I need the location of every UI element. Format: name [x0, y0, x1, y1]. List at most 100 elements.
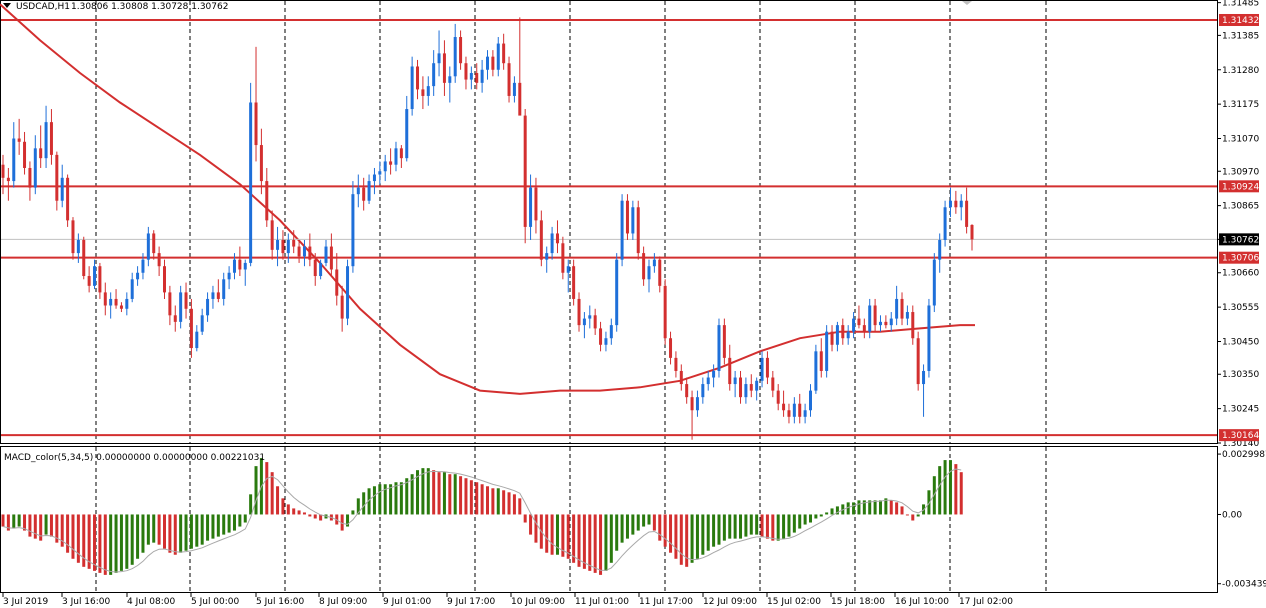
candle[interactable]	[615, 253, 619, 332]
candle[interactable]	[281, 230, 285, 260]
candle[interactable]	[416, 59, 420, 100]
candle[interactable]	[292, 230, 296, 254]
candle[interactable]	[265, 167, 269, 227]
candle[interactable]	[426, 76, 430, 106]
candle[interactable]	[60, 164, 64, 208]
candle[interactable]	[932, 253, 936, 313]
candle[interactable]	[765, 351, 769, 385]
candle[interactable]	[114, 289, 118, 309]
candle[interactable]	[701, 377, 705, 404]
candle[interactable]	[685, 377, 689, 404]
candle[interactable]	[227, 266, 231, 290]
candle[interactable]	[17, 118, 21, 155]
candle[interactable]	[798, 393, 802, 424]
candle[interactable]	[599, 321, 603, 352]
candle[interactable]	[760, 351, 764, 388]
candle[interactable]	[469, 66, 473, 90]
candle[interactable]	[270, 210, 274, 260]
candle[interactable]	[814, 344, 818, 394]
candle[interactable]	[486, 50, 489, 80]
candle[interactable]	[464, 56, 468, 90]
candle[interactable]	[825, 325, 829, 378]
candle[interactable]	[442, 40, 446, 96]
candle[interactable]	[491, 50, 495, 77]
candle[interactable]	[389, 148, 393, 175]
candle[interactable]	[620, 194, 624, 267]
candles-layer[interactable]	[1, 17, 974, 440]
candle[interactable]	[432, 50, 436, 96]
candle[interactable]	[421, 76, 425, 110]
candle[interactable]	[593, 308, 597, 335]
candle[interactable]	[1, 154, 5, 195]
candle[interactable]	[561, 236, 565, 280]
candle[interactable]	[232, 253, 236, 280]
candle[interactable]	[852, 312, 856, 339]
candle[interactable]	[728, 344, 732, 391]
candle[interactable]	[448, 66, 452, 103]
candle[interactable]	[550, 226, 554, 260]
candle[interactable]	[905, 305, 909, 326]
candle[interactable]	[884, 315, 888, 329]
collapse-triangle-icon[interactable]	[3, 3, 11, 8]
candle[interactable]	[566, 259, 570, 293]
candle[interactable]	[679, 364, 683, 391]
candle[interactable]	[173, 305, 177, 332]
candle[interactable]	[652, 253, 656, 273]
candle[interactable]	[819, 338, 823, 378]
candle[interactable]	[76, 233, 80, 263]
horizontal-levels-layer[interactable]	[1, 18, 1217, 437]
candle[interactable]	[835, 321, 839, 352]
candle[interactable]	[787, 403, 791, 424]
candle[interactable]	[222, 272, 226, 306]
candle[interactable]	[744, 377, 748, 404]
candle[interactable]	[857, 305, 861, 329]
candle[interactable]	[324, 240, 328, 267]
candle[interactable]	[539, 210, 543, 267]
candle[interactable]	[496, 37, 500, 77]
candle[interactable]	[604, 331, 608, 352]
candle[interactable]	[922, 364, 926, 417]
candle[interactable]	[771, 370, 775, 398]
candle[interactable]	[286, 233, 290, 263]
candle[interactable]	[512, 76, 516, 103]
candle[interactable]	[889, 312, 893, 332]
candle[interactable]	[329, 233, 333, 277]
candle[interactable]	[335, 253, 339, 306]
candle[interactable]	[254, 46, 258, 162]
candle[interactable]	[868, 298, 872, 339]
candle[interactable]	[184, 282, 188, 319]
candle[interactable]	[873, 298, 877, 332]
candle[interactable]	[609, 318, 613, 345]
candle[interactable]	[916, 331, 920, 391]
candle[interactable]	[534, 177, 538, 234]
candle[interactable]	[749, 374, 753, 398]
candle[interactable]	[179, 285, 183, 329]
candle[interactable]	[189, 298, 193, 358]
candle[interactable]	[206, 292, 210, 322]
candle[interactable]	[93, 259, 97, 290]
candle[interactable]	[803, 403, 807, 424]
candle[interactable]	[862, 318, 866, 339]
candle[interactable]	[103, 282, 107, 316]
candle[interactable]	[356, 174, 360, 208]
candle[interactable]	[545, 246, 549, 273]
candle[interactable]	[895, 285, 899, 326]
candle[interactable]	[141, 253, 145, 280]
candle[interactable]	[739, 370, 743, 404]
candle[interactable]	[663, 279, 667, 345]
candle[interactable]	[28, 161, 32, 201]
candle[interactable]	[39, 125, 43, 168]
candle[interactable]	[625, 194, 629, 241]
candle[interactable]	[109, 292, 113, 319]
candle[interactable]	[943, 200, 947, 247]
candle[interactable]	[6, 167, 10, 201]
candle[interactable]	[776, 384, 780, 411]
candle[interactable]	[340, 285, 344, 332]
candle[interactable]	[577, 292, 581, 332]
candle[interactable]	[168, 285, 172, 326]
candle[interactable]	[157, 246, 161, 277]
candle[interactable]	[313, 253, 317, 286]
candle[interactable]	[394, 141, 398, 172]
chart-shift-marker-icon[interactable]	[962, 1, 972, 5]
candle[interactable]	[555, 220, 559, 254]
